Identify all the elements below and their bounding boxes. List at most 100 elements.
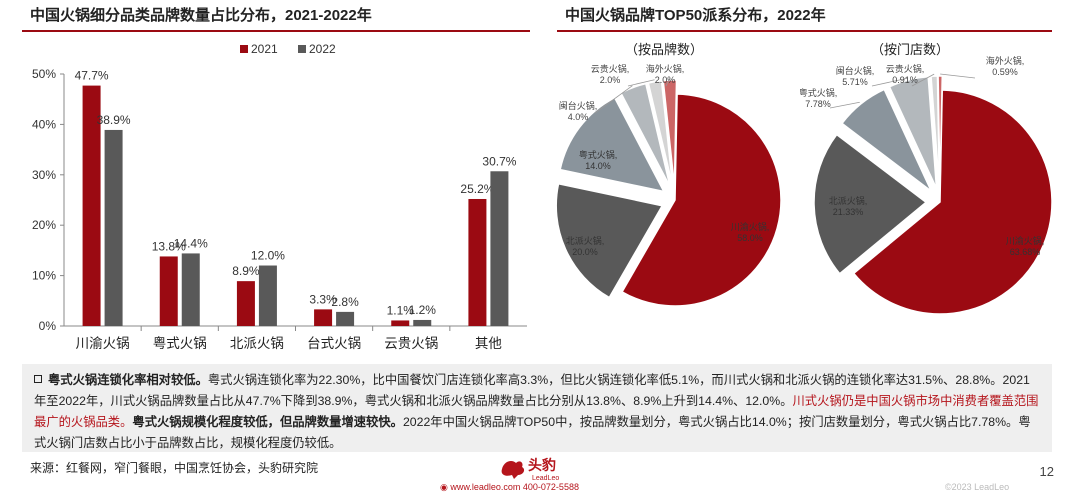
pie-label-name: 粤式火锅, bbox=[800, 87, 837, 98]
contact-line: ◉ www.leadleo.com 400-072-5588 bbox=[440, 482, 579, 493]
pie-label-name: 海外火锅, bbox=[986, 55, 1025, 66]
data-label-2022: 14.4% bbox=[174, 236, 208, 250]
leadleo-logo: 头豹 LeadLeo bbox=[501, 457, 559, 482]
pie-leader-line bbox=[594, 85, 633, 114]
y-tick-label: 0% bbox=[39, 319, 57, 333]
pie-label-value: 21.33% bbox=[833, 207, 864, 217]
pie-slice-粤式火锅 bbox=[559, 96, 666, 193]
pie-label-name: 北派火锅, bbox=[566, 236, 605, 246]
pie-label-value: 7.78% bbox=[805, 99, 831, 109]
pie-slice-北派火锅 bbox=[555, 182, 664, 299]
bar-2022 bbox=[413, 319, 432, 326]
data-label-2021: 13.8% bbox=[152, 239, 186, 253]
bar-2021 bbox=[82, 85, 101, 326]
x-tick-label: 川渝火锅 bbox=[76, 336, 130, 351]
data-label-2022: 1.2% bbox=[409, 303, 437, 317]
pie-label-name: 云贵火锅, bbox=[591, 63, 630, 74]
pie-label-name: 闽台火锅, bbox=[836, 65, 875, 76]
y-tick-label: 50% bbox=[32, 67, 56, 81]
data-label-2021: 1.1% bbox=[387, 303, 415, 317]
pie-label-name: 海外火锅, bbox=[646, 63, 685, 74]
x-tick-label: 粤式火锅 bbox=[153, 336, 207, 351]
pie-label-value: 20.0% bbox=[572, 247, 598, 257]
source-text: 来源：红餐网，窄门餐眼，中国烹饪协会，头豹研究院 bbox=[30, 461, 319, 475]
pie-slice-川渝火锅 bbox=[621, 93, 782, 307]
pie-leader-line bbox=[829, 101, 860, 109]
pie-slice-云贵火锅 bbox=[647, 79, 674, 187]
pie-label-value: 0.59% bbox=[992, 67, 1018, 77]
legend-swatch-2021 bbox=[240, 45, 248, 53]
pie-label-name: 川渝火锅, bbox=[731, 221, 770, 232]
pie-label-name: 北派火锅, bbox=[829, 196, 868, 206]
pie-subtitle: （按品牌数） bbox=[625, 42, 703, 57]
legend-label-2021: 2021 bbox=[251, 42, 278, 56]
bullet-square-icon bbox=[34, 375, 42, 383]
data-label-2021: 8.9% bbox=[232, 264, 260, 278]
data-label-2022: 12.0% bbox=[251, 249, 285, 263]
pie-leader-line bbox=[911, 73, 935, 87]
pie-label-value: 2.0% bbox=[655, 75, 676, 85]
pie-label-value: 4.0% bbox=[568, 112, 589, 122]
globe-icon: ◉ bbox=[440, 482, 448, 492]
pie-label-value: 2.0% bbox=[600, 75, 621, 85]
pie-label-name: 川渝火锅, bbox=[1006, 235, 1045, 246]
bar-2021 bbox=[391, 320, 410, 326]
x-tick-label: 云贵火锅 bbox=[384, 336, 438, 351]
legend-label-2022: 2022 bbox=[309, 42, 336, 56]
logo-subtext: LeadLeo bbox=[532, 475, 559, 482]
data-label-2022: 30.7% bbox=[482, 154, 516, 168]
note-body-2: 2022年中国火锅品牌TOP50中，按品牌数量划分，粤式火锅占比14.0%；按门… bbox=[34, 415, 1031, 450]
pie-slice-海外火锅 bbox=[937, 75, 944, 189]
data-label-2021: 47.7% bbox=[75, 69, 109, 83]
note-heading: 粤式火锅连锁化率相对较低。 bbox=[48, 373, 208, 387]
y-tick-label: 30% bbox=[32, 168, 56, 182]
y-tick-label: 10% bbox=[32, 269, 56, 283]
bar-chart: 2021 2022 0% 10% 20% 30% 40% 50% 川渝火锅 47.7% 38.9% 粤… bbox=[32, 42, 527, 351]
pie-slice-海外火锅 bbox=[662, 79, 678, 187]
pie-label-name: 闽台火锅, bbox=[559, 100, 598, 111]
bar-2021 bbox=[314, 309, 333, 326]
pie-leader-line bbox=[871, 77, 908, 87]
x-tick-label: 其他 bbox=[475, 336, 502, 351]
contact-text: www.leadleo.com 400-072-5588 bbox=[450, 482, 579, 492]
pie-label-name: 云贵火锅, bbox=[886, 63, 925, 74]
note-highlight: 川式火锅仍是中国火锅市场中消费者覆盖范围最广的火锅品类。 bbox=[34, 394, 1039, 429]
page-number: 12 bbox=[1039, 464, 1054, 479]
copyright-text: ©2023 LeadLeo bbox=[945, 482, 1010, 492]
pie-slice-闽台火锅 bbox=[888, 75, 938, 189]
pie-label-value: 5.71% bbox=[842, 77, 868, 87]
data-label-2022: 2.8% bbox=[331, 295, 359, 309]
pie-slice-川渝火锅 bbox=[852, 89, 1053, 315]
data-label-2021: 25.2% bbox=[460, 182, 494, 196]
pie-chart-brand-count: （按品牌数） 川渝火锅,58.0% 北派火锅,20.0% 粤式火锅,14.0% 闽台火锅… bbox=[555, 42, 782, 307]
bar-2022 bbox=[104, 129, 123, 326]
pie-slice-粤式火锅 bbox=[840, 88, 932, 192]
pie-slice-北派火锅 bbox=[813, 133, 928, 275]
x-tick-label: 北派火锅 bbox=[230, 336, 284, 351]
y-tick-label: 20% bbox=[32, 218, 56, 232]
analysis-note: 粤式火锅连锁化率相对较低。粤式火锅连锁化率为22.30%，比中国餐饮门店连锁化率… bbox=[22, 364, 1052, 452]
x-tick-label: 台式火锅 bbox=[307, 336, 361, 351]
pie-chart-store-count: （按门店数） 川渝火锅,63.68% 北派火锅,21.33% 粤式火锅,7.78% 闽台… bbox=[800, 42, 1053, 315]
title-rule-left bbox=[22, 30, 530, 32]
note-body-1: 粤式火锅连锁化率为22.30%，比中国餐饮门店连锁化率高3.3%，但比火锅连锁化… bbox=[34, 373, 1030, 408]
bar-2022 bbox=[258, 265, 277, 326]
bar-2021 bbox=[236, 281, 255, 326]
pie-subtitle: （按门店数） bbox=[871, 42, 949, 57]
bar-chart-title: 中国火锅细分品类品牌数量占比分布，2021-2022年 bbox=[30, 7, 372, 24]
data-label-2021: 3.3% bbox=[309, 292, 337, 306]
pie-label-value: 58.0% bbox=[737, 233, 763, 243]
bar-2022 bbox=[181, 253, 200, 326]
bar-2021 bbox=[468, 198, 487, 326]
legend-swatch-2022 bbox=[298, 45, 306, 53]
pie-label-value: 14.0% bbox=[585, 161, 611, 171]
logo-text: 头豹 bbox=[528, 457, 556, 473]
bar-2022 bbox=[490, 171, 509, 326]
pie-slice-闽台火锅 bbox=[619, 82, 671, 188]
pie-leader-line bbox=[940, 73, 976, 79]
title-rule-right bbox=[557, 30, 1052, 32]
pie-chart-title: 中国火锅品牌TOP50派系分布，2022年 bbox=[565, 7, 826, 24]
bar-2021 bbox=[159, 256, 178, 326]
bar-2022 bbox=[336, 311, 355, 326]
note-subheading: 粤式火锅规模化程度较低，但品牌数量增速较快。 bbox=[132, 415, 403, 429]
